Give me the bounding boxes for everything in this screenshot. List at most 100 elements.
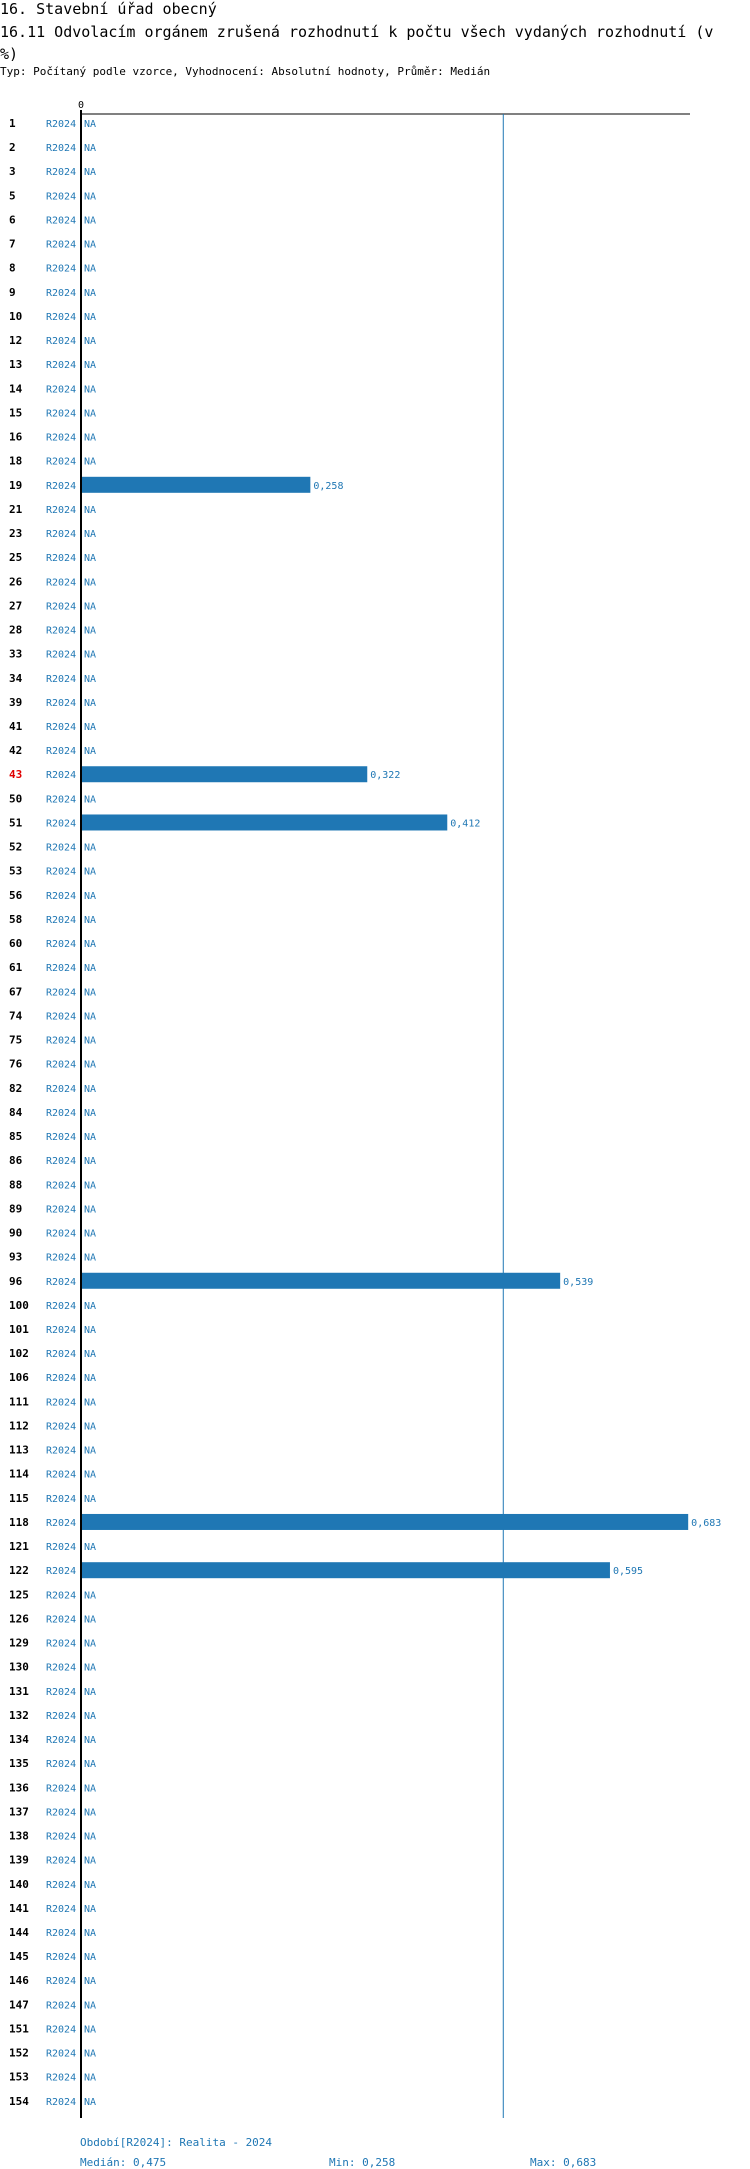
row-id-label: 10 [9,310,22,323]
row-series-label: R2024 [46,215,76,226]
na-label: NA [84,240,96,251]
bar-value-label: 0,412 [450,818,480,829]
na-label: NA [84,408,96,419]
na-label: NA [84,698,96,709]
na-label: NA [84,915,96,926]
row-id-label: 114 [9,1468,29,1481]
na-label: NA [84,1132,96,1143]
row-id-label: 39 [9,696,22,709]
chart-subtitle: Typ: Počítaný podle vzorce, Vyhodnocení:… [0,65,491,78]
row-id-label: 129 [9,1637,29,1650]
row-id-label: 147 [9,1998,29,2011]
na-label: NA [84,1542,96,1553]
chart-title: 16.11 Odvolacím orgánem zrušená rozhodnu… [0,23,714,63]
na-label: NA [84,987,96,998]
row-series-label: R2024 [46,1229,76,1240]
row-id-label: 12 [9,334,22,347]
row-series-label: R2024 [46,867,76,878]
na-label: NA [84,794,96,805]
na-label: NA [84,1759,96,1770]
row-series-label: R2024 [46,1856,76,1867]
row-id-label: 121 [9,1540,29,1553]
na-label: NA [84,1084,96,1095]
row-id-label: 76 [9,1058,23,1071]
na-label: NA [84,2049,96,2060]
na-label: NA [84,963,96,974]
row-id-label: 14 [9,382,23,395]
row-series-label: R2024 [46,1783,76,1794]
row-series-label: R2024 [46,264,76,275]
na-label: NA [84,1446,96,1457]
na-label: NA [84,529,96,540]
na-label: NA [84,1783,96,1794]
row-series-label: R2024 [46,577,76,588]
na-label: NA [84,1880,96,1891]
na-label: NA [84,215,96,226]
row-id-label: 102 [9,1347,29,1360]
na-label: NA [84,119,96,130]
row-id-label: 112 [9,1419,29,1432]
row-series-label: R2024 [46,1373,76,1384]
row-id-label: 126 [9,1612,29,1625]
row-id-label: 41 [9,720,23,733]
na-label: NA [84,505,96,516]
na-label: NA [84,2097,96,2108]
row-series-label: R2024 [46,240,76,251]
axis-zero-label: 0 [78,100,84,111]
row-series-label: R2024 [46,2073,76,2084]
na-label: NA [84,746,96,757]
row-series-label: R2024 [46,1060,76,1071]
bar-value-label: 0,683 [691,1518,721,1529]
row-series-label: R2024 [46,1325,76,1336]
row-id-label: 34 [9,672,23,685]
row-series-label: R2024 [46,1614,76,1625]
row-series-label: R2024 [46,1084,76,1095]
row-id-label: 60 [9,937,22,950]
row-id-label: 145 [9,1950,29,1963]
na-label: NA [84,674,96,685]
row-id-label: 23 [9,527,22,540]
row-id-label: 56 [9,889,23,902]
row-id-label: 139 [9,1854,29,1867]
row-series-label: R2024 [46,119,76,130]
row-series-label: R2024 [46,1639,76,1650]
footer-min: Min: 0,258 [329,2156,396,2169]
na-label: NA [84,1180,96,1191]
na-label: NA [84,1229,96,1240]
row-series-label: R2024 [46,1904,76,1915]
row-id-label: 111 [9,1395,29,1408]
na-label: NA [84,1976,96,1987]
row-series-label: R2024 [46,1036,76,1047]
row-id-label: 5 [9,189,16,202]
row-series-label: R2024 [46,529,76,540]
row-id-label: 96 [9,1275,23,1288]
row-id-label: 75 [9,1034,22,1047]
row-series-label: R2024 [46,143,76,154]
row-id-label: 137 [9,1805,29,1818]
row-series-label: R2024 [46,1735,76,1746]
na-label: NA [84,650,96,661]
row-series-label: R2024 [46,360,76,371]
row-series-label: R2024 [46,1711,76,1722]
row-series-label: R2024 [46,1253,76,1264]
row-series-label: R2024 [46,408,76,419]
bar-value-label: 0,322 [370,770,400,781]
row-series-label: R2024 [46,1542,76,1553]
na-label: NA [84,1060,96,1071]
na-label: NA [84,457,96,468]
na-label: NA [84,1397,96,1408]
row-id-label: 113 [9,1444,29,1457]
row-series-label: R2024 [46,1952,76,1963]
row-series-label: R2024 [46,939,76,950]
na-label: NA [84,191,96,202]
na-label: NA [84,1904,96,1915]
na-label: NA [84,626,96,637]
na-label: NA [84,264,96,275]
na-label: NA [84,891,96,902]
row-series-label: R2024 [46,457,76,468]
na-label: NA [84,384,96,395]
row-id-label: 88 [9,1178,22,1191]
row-series-label: R2024 [46,818,76,829]
row-id-label: 151 [9,2022,29,2035]
